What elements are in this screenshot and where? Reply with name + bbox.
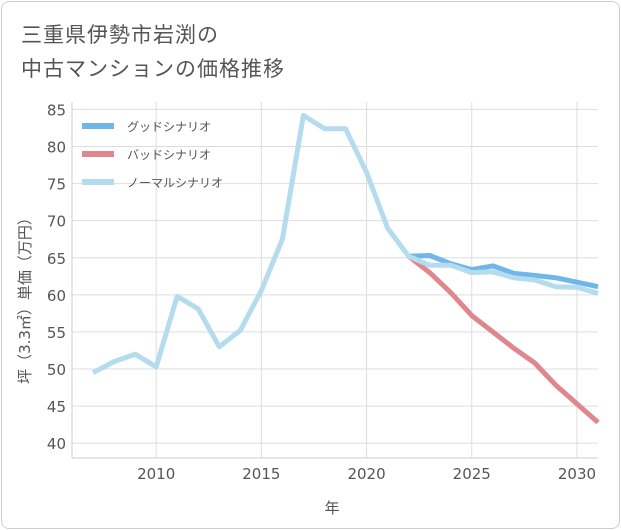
x-tick-label: 2030 [558,465,596,483]
y-tick-label: 55 [47,324,66,342]
y-tick-label: 50 [47,361,66,379]
y-tick-label: 45 [47,398,66,416]
y-tick-label: 75 [47,176,66,194]
series-line-1 [408,253,599,290]
x-tick-label: 2015 [242,465,280,483]
chart-title: 三重県伊勢市岩渕の 中古マンションの価格推移 [21,18,285,86]
y-tick-label: 85 [47,101,66,119]
title-line-1: 三重県伊勢市岩渕の [21,23,219,47]
legend-label: バッドシナリオ [127,148,211,162]
legend-label: グッドシナリオ [127,120,211,134]
y-tick-label: 65 [47,250,66,268]
x-tick-label: 2025 [453,465,491,483]
grid-lines [72,102,598,458]
x-tick-label: 2020 [347,465,385,483]
y-axis-title: 坪（3.3㎡）単価（万円） [16,210,34,384]
y-tick-label: 70 [47,213,66,231]
y-tick-label: 40 [47,435,66,453]
y-tick-label: 80 [47,139,66,157]
series-lines [91,112,600,425]
series-line-3 [91,112,599,375]
axes: 40 45 50 55 60 65 70 75 80 85 2010 2015 2020 2025 2030 [47,101,598,483]
y-tick-label: 60 [47,287,66,305]
x-axis-title: 年 [324,499,339,517]
legend-label: ノーマルシナリオ [127,176,223,190]
title-line-2: 中古マンションの価格推移 [21,57,285,81]
x-tick-label: 2010 [137,465,175,483]
series-line-2 [407,254,600,425]
